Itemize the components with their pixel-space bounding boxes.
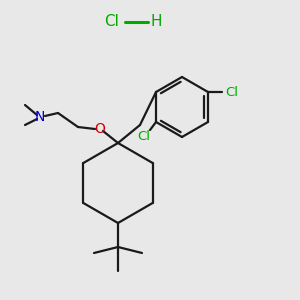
- Text: Cl: Cl: [226, 85, 238, 98]
- Text: O: O: [94, 122, 105, 136]
- Text: N: N: [35, 110, 45, 124]
- Text: Cl: Cl: [137, 130, 151, 142]
- Text: H: H: [150, 14, 162, 29]
- Text: Cl: Cl: [105, 14, 119, 29]
